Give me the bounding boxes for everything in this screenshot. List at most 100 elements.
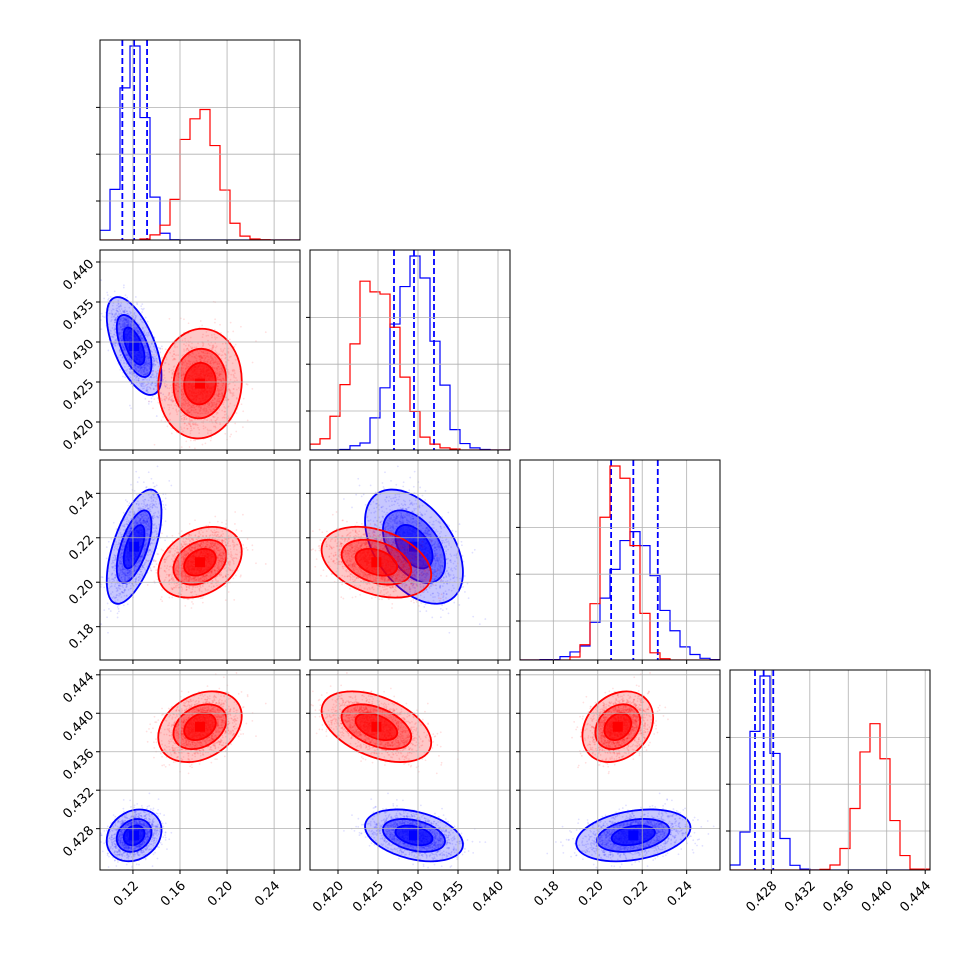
scatter-point: [156, 465, 159, 468]
scatter-point: [125, 319, 127, 321]
scatter-point: [123, 324, 126, 327]
scatter-point: [120, 305, 122, 308]
scatter-point: [124, 325, 126, 327]
panel-1-1: [306, 249, 511, 454]
scatter-point: [144, 367, 147, 369]
scatter-point: [126, 324, 129, 327]
scatter-point: [110, 318, 113, 321]
scatter-point: [180, 446, 183, 449]
scatter-point: [188, 446, 191, 448]
scatter-point: [133, 365, 135, 367]
scatter-point: [147, 382, 150, 385]
scatter-point: [145, 361, 148, 364]
scatter-point: [143, 387, 145, 390]
scatter-point: [152, 376, 155, 379]
scatter-point: [130, 311, 132, 314]
scatter-point: [119, 323, 121, 325]
scatter-point: [128, 358, 131, 360]
scatter-point: [111, 335, 114, 338]
scatter-point: [148, 400, 150, 403]
scatter-point: [151, 372, 154, 375]
scatter-point: [136, 326, 139, 329]
scatter-point: [146, 335, 149, 338]
scatter-point: [129, 372, 131, 375]
scatter-point: [120, 312, 123, 315]
scatter-point: [146, 355, 149, 358]
scatter-point: [124, 323, 127, 326]
scatter-point: [128, 320, 131, 323]
histogram-series-1: [730, 723, 930, 870]
scatter-point: [139, 335, 141, 338]
x-tick-label: 0.444: [897, 878, 934, 915]
scatter-point: [126, 320, 129, 323]
scatter-point: [139, 334, 142, 337]
panel-plot-area: [89, 465, 267, 634]
scatter-point: [148, 357, 151, 360]
scatter-point: [89, 618, 91, 620]
scatter-point: [114, 321, 116, 324]
scatter-point: [139, 318, 142, 321]
scatter-point: [146, 383, 149, 386]
scatter-point: [122, 286, 125, 289]
scatter-point: [130, 407, 132, 410]
scatter-point: [145, 374, 147, 377]
scatter-point: [117, 299, 120, 302]
scatter-point: [150, 397, 153, 400]
scatter-point: [242, 426, 244, 429]
scatter-point: [100, 328, 103, 331]
scatter-point: [153, 360, 156, 363]
scatter-point: [137, 367, 140, 369]
scatter-point: [152, 370, 155, 373]
scatter-point: [117, 607, 120, 610]
scatter-point: [122, 325, 125, 328]
scatter-point: [242, 397, 245, 400]
scatter-point: [161, 347, 164, 350]
scatter-point: [138, 324, 141, 326]
scatter-point: [201, 324, 204, 327]
scatter-point: [143, 370, 146, 373]
scatter-point: [135, 379, 138, 382]
scatter-point: [109, 610, 112, 612]
scatter-point: [153, 359, 156, 362]
scatter-point: [122, 319, 125, 322]
scatter-point: [120, 326, 123, 328]
histogram-series-1: [100, 108, 300, 240]
scatter-point: [121, 328, 124, 331]
scatter-point: [134, 296, 137, 298]
scatter-point: [114, 342, 117, 345]
scatter-point: [152, 357, 155, 360]
scatter-point: [134, 364, 137, 367]
scatter-point: [121, 323, 124, 326]
scatter-point: [150, 343, 153, 345]
scatter-point: [127, 360, 130, 362]
scatter-point: [141, 338, 144, 341]
scatter-point: [147, 365, 149, 367]
scatter-point: [121, 310, 124, 312]
panel-0-0: [96, 39, 301, 244]
scatter-point: [155, 415, 158, 417]
scatter-point: [129, 310, 131, 313]
scatter-point: [115, 340, 118, 342]
scatter-point: [154, 363, 157, 366]
scatter-point: [148, 363, 151, 366]
scatter-point: [118, 332, 121, 335]
scatter-point: [121, 329, 124, 332]
scatter-point: [113, 333, 116, 336]
scatter-point: [137, 370, 140, 373]
scatter-point: [214, 318, 217, 321]
scatter-point: [136, 481, 139, 483]
scatter-point: [114, 328, 117, 330]
scatter-point: [155, 359, 158, 362]
scatter-point: [234, 422, 237, 425]
scatter-point: [131, 364, 133, 367]
scatter-point: [155, 382, 158, 385]
scatter-point: [111, 313, 114, 316]
scatter-point: [117, 329, 120, 332]
scatter-point: [189, 439, 192, 442]
scatter-point: [155, 370, 157, 373]
scatter-point: [192, 439, 195, 442]
scatter-point: [120, 329, 123, 332]
scatter-point: [234, 343, 237, 346]
scatter-point: [124, 317, 127, 320]
scatter-point: [154, 384, 157, 387]
